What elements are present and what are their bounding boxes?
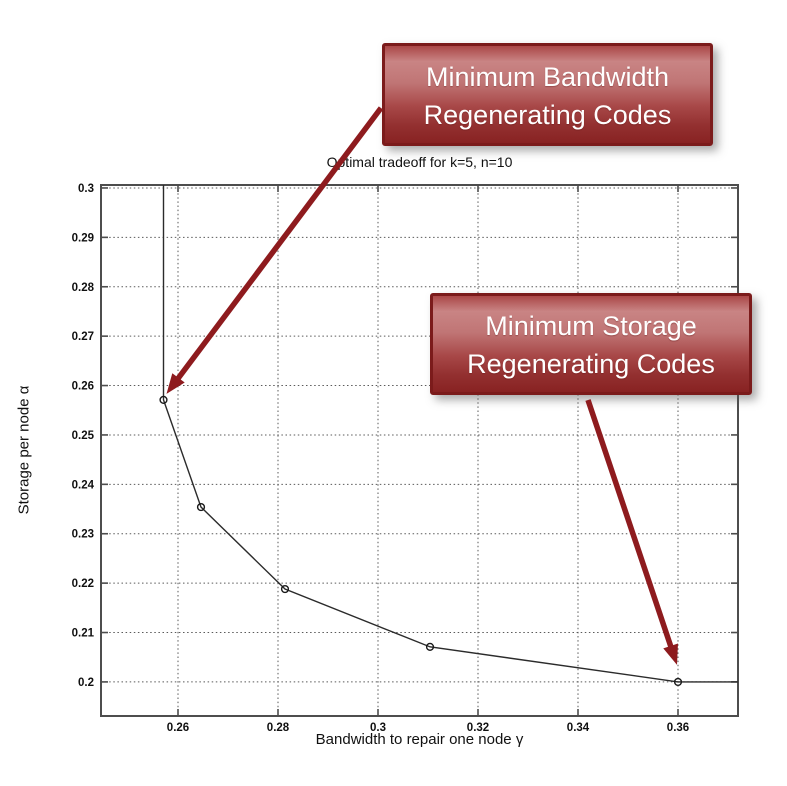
svg-text:0.24: 0.24 [72, 479, 95, 491]
svg-text:0.29: 0.29 [72, 232, 94, 244]
svg-text:0.28: 0.28 [72, 282, 95, 294]
svg-text:0.26: 0.26 [72, 381, 94, 393]
msr-callout-line2: Regenerating Codes [467, 349, 715, 379]
curve-markers [159, 395, 683, 687]
svg-text:0.34: 0.34 [567, 722, 590, 734]
svg-text:0.32: 0.32 [467, 722, 489, 734]
mbr-callout-box: Minimum Bandwidth Regenerating Codes [382, 43, 713, 146]
msr-callout-box: Minimum Storage Regenerating Codes [430, 293, 752, 395]
svg-text:0.28: 0.28 [267, 722, 290, 734]
svg-text:0.22: 0.22 [72, 578, 94, 590]
svg-text:0.2: 0.2 [78, 677, 94, 689]
plot-box [100, 184, 739, 717]
y-tick-labels: 0.2 0.21 0.22 0.23 0.24 0.25 0.26 0.27 0.28 0.29 0… [72, 183, 95, 689]
svg-text:0.36: 0.36 [667, 722, 689, 734]
svg-text:0.26: 0.26 [167, 722, 189, 734]
svg-text:0.25: 0.25 [72, 430, 95, 442]
x-tick-labels: 0.26 0.28 0.3 0.32 0.34 0.36 [167, 722, 689, 734]
svg-text:0.3: 0.3 [370, 722, 386, 734]
x-axis-label: Bandwidth to repair one node γ [315, 731, 524, 748]
gridlines [101, 185, 738, 716]
svg-text:0.27: 0.27 [72, 331, 94, 343]
tick-marks [101, 185, 738, 716]
svg-text:0.23: 0.23 [72, 529, 94, 541]
svg-text:0.21: 0.21 [72, 628, 95, 640]
msr-callout-line1: Minimum Storage [485, 311, 697, 341]
mbr-callout-line1: Minimum Bandwidth [425, 62, 670, 92]
mbr-callout-line2: Regenerating Codes [423, 100, 672, 130]
tradeoff-curve [162, 185, 738, 683]
svg-text:0.3: 0.3 [78, 183, 94, 195]
